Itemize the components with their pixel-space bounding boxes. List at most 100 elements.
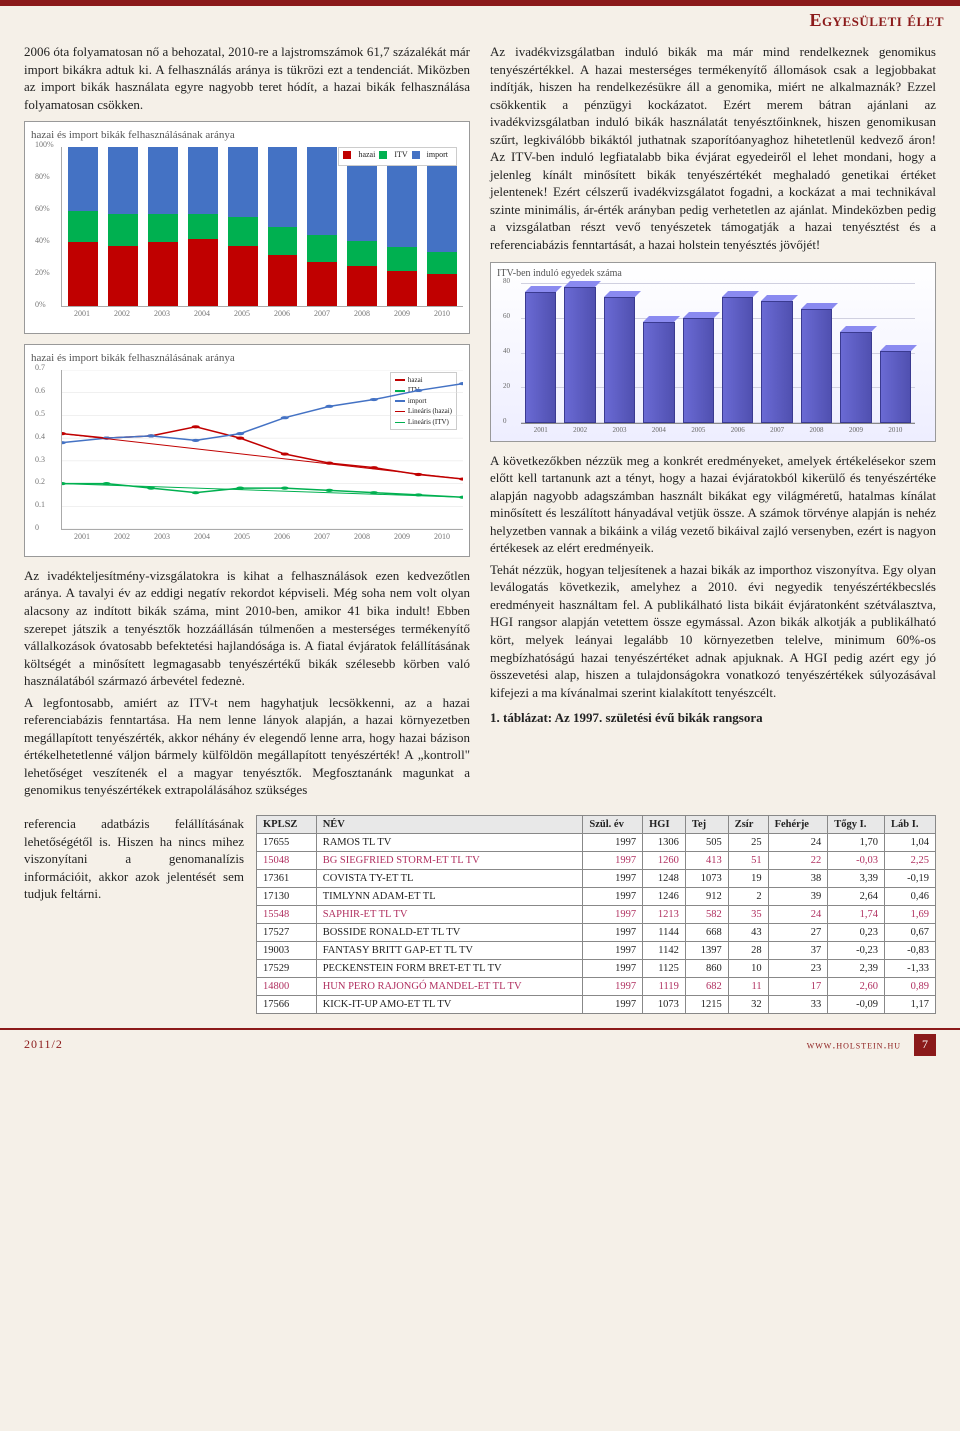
table-header: NÉV [316, 815, 583, 833]
table-cell: 10 [728, 959, 768, 977]
table-cell: 17361 [257, 869, 317, 887]
table-cell: 2,64 [828, 887, 885, 905]
table-header: HGI [643, 815, 686, 833]
table-row: 15048BG SIEGFRIED STORM-ET TL TV19971260… [257, 851, 936, 869]
table-cell: 1997 [583, 959, 643, 977]
table-header: Tej [685, 815, 728, 833]
chart-title: hazai és import bikák felhasználásának a… [31, 351, 463, 366]
table-cell: 17527 [257, 923, 317, 941]
table-cell: RAMOS TL TV [316, 833, 583, 851]
table-cell: 1142 [643, 941, 686, 959]
para: Az ivadékteljesítmény-vizsgálatokra is k… [24, 567, 470, 690]
table-cell: 22 [768, 851, 828, 869]
table-cell: 1125 [643, 959, 686, 977]
table-cell: 23 [768, 959, 828, 977]
table-header: Láb I. [885, 815, 936, 833]
table-cell: 51 [728, 851, 768, 869]
para: 2006 óta folyamatosan nő a behozatal, 20… [24, 43, 470, 113]
table-cell: -0,19 [885, 869, 936, 887]
table-cell: 32 [728, 995, 768, 1013]
table-cell: 43 [728, 923, 768, 941]
table-row: 14800HUN PERO RAJONGÓ MANDEL-ET TL TV199… [257, 977, 936, 995]
table-cell: 28 [728, 941, 768, 959]
table-cell: 0,67 [885, 923, 936, 941]
table-cell: 1997 [583, 995, 643, 1013]
left-column: 2006 óta folyamatosan nő a behozatal, 20… [24, 43, 470, 803]
table-cell: 413 [685, 851, 728, 869]
table-cell: FANTASY BRITT GAP-ET TL TV [316, 941, 583, 959]
table-row: 17655RAMOS TL TV1997130650525241,701,04 [257, 833, 936, 851]
table-cell: 0,89 [885, 977, 936, 995]
table-title: 1. táblázat: Az 1997. születési évű biká… [490, 709, 936, 727]
table-cell: PECKENSTEIN FORM BRET-ET TL TV [316, 959, 583, 977]
table-cell: 1144 [643, 923, 686, 941]
table-cell: 17529 [257, 959, 317, 977]
table-cell: 1213 [643, 905, 686, 923]
table-cell: 0,46 [885, 887, 936, 905]
table-cell: 17566 [257, 995, 317, 1013]
table-header: Zsír [728, 815, 768, 833]
text-beside-table: referencia adatbázis felállításának lehe… [0, 815, 960, 1014]
table-cell: 1215 [685, 995, 728, 1013]
table-cell: 1997 [583, 905, 643, 923]
table-cell: 1306 [643, 833, 686, 851]
table-cell: 19003 [257, 941, 317, 959]
table-cell: 24 [768, 833, 828, 851]
table-cell: 1997 [583, 833, 643, 851]
table-row: 17361COVISTA TY-ET TL19971248107319383,3… [257, 869, 936, 887]
footer-page-number: 7 [914, 1034, 936, 1056]
table-cell: 682 [685, 977, 728, 995]
table-cell: 1997 [583, 923, 643, 941]
para: referencia adatbázis felállításának lehe… [24, 815, 244, 903]
footer-issue: 2011/2 [24, 1037, 63, 1052]
table-cell: 1,04 [885, 833, 936, 851]
table-cell: BG SIEGFRIED STORM-ET TL TV [316, 851, 583, 869]
table-cell: 1,74 [828, 905, 885, 923]
table-cell: 1073 [643, 995, 686, 1013]
table-cell: 33 [768, 995, 828, 1013]
table-cell: 668 [685, 923, 728, 941]
table-cell: 27 [768, 923, 828, 941]
table-cell: 1997 [583, 851, 643, 869]
chart-stacked-bar: hazai és import bikák felhasználásának a… [24, 121, 470, 334]
table-cell: 1119 [643, 977, 686, 995]
para: A legfontosabb, amiért az ITV-t nem hagy… [24, 694, 470, 799]
table-cell: 1246 [643, 887, 686, 905]
table-cell: 38 [768, 869, 828, 887]
table-cell: COVISTA TY-ET TL [316, 869, 583, 887]
table-cell: 1997 [583, 887, 643, 905]
table-cell: 2,39 [828, 959, 885, 977]
table-cell: 0,23 [828, 923, 885, 941]
table-cell: 860 [685, 959, 728, 977]
table-header: Fehérje [768, 815, 828, 833]
table-header: Tőgy I. [828, 815, 885, 833]
table-cell: 1,70 [828, 833, 885, 851]
right-column: Az ivadékvizsgálatban induló bikák ma má… [490, 43, 936, 803]
table-row: 17566KICK-IT-UP AMO-ET TL TV199710731215… [257, 995, 936, 1013]
table-cell: -0,09 [828, 995, 885, 1013]
chart-title: hazai és import bikák felhasználásának a… [31, 128, 463, 143]
chart-line: hazai és import bikák felhasználásának a… [24, 344, 470, 557]
table-cell: KICK-IT-UP AMO-ET TL TV [316, 995, 583, 1013]
chart-legend: hazaiITVimport [338, 147, 457, 166]
table-row: 17130TIMLYNN ADAM-ET TL199712469122392,6… [257, 887, 936, 905]
table-cell: 15548 [257, 905, 317, 923]
table-cell: 1997 [583, 941, 643, 959]
table-cell: 37 [768, 941, 828, 959]
para: Tehát nézzük, hogyan teljesítenek a haza… [490, 561, 936, 701]
table-row: 17529PECKENSTEIN FORM BRET-ET TL TV19971… [257, 959, 936, 977]
table-cell: 1248 [643, 869, 686, 887]
table-cell: 1,17 [885, 995, 936, 1013]
table-cell: 14800 [257, 977, 317, 995]
table-cell: 11 [728, 977, 768, 995]
table-cell: 2 [728, 887, 768, 905]
section-title: Egyesületi élet [0, 6, 960, 35]
para: A következőkben nézzük meg a konkrét ere… [490, 452, 936, 557]
table-cell: 912 [685, 887, 728, 905]
table-cell: 19 [728, 869, 768, 887]
table-cell: 39 [768, 887, 828, 905]
table-cell: 1997 [583, 869, 643, 887]
chart-title: ITV-ben induló egyedek száma [491, 263, 935, 285]
table-row: 17527BOSSIDE RONALD-ET TL TV199711446684… [257, 923, 936, 941]
table-cell: TIMLYNN ADAM-ET TL [316, 887, 583, 905]
